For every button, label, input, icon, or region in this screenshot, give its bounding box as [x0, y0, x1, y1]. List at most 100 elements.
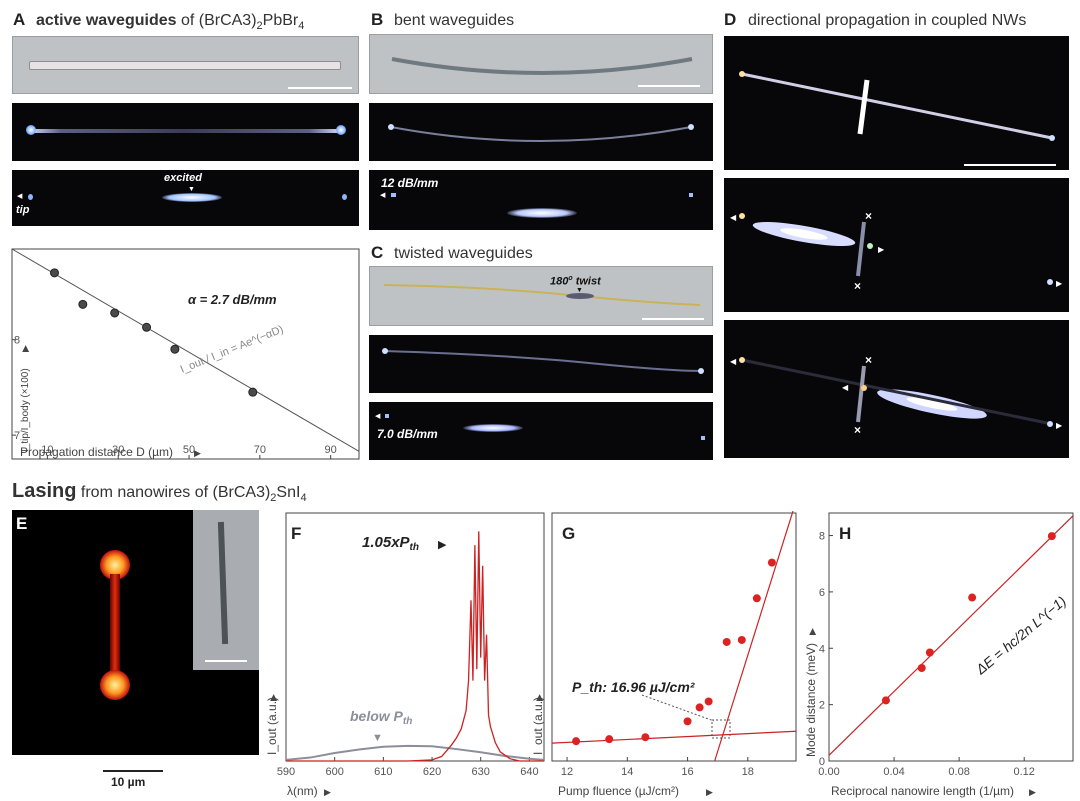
- y-tick-label: 7: [14, 430, 20, 442]
- panel-letter-b: B: [371, 10, 384, 29]
- x-tick-label: 0.08: [948, 766, 969, 778]
- svg-text:▶: ▶: [706, 787, 713, 797]
- panel-b-optical-image: [369, 34, 713, 94]
- panel-a-excited-image: excited ▼ ◀ tip: [12, 170, 359, 226]
- h-equation: ΔE = hc/2n L^(−1): [972, 593, 1069, 678]
- panel-g-plot: G 12 14 16 18 P_th: 16.96 µJ/cm² Pump fluen…: [531, 510, 797, 798]
- data-point: [917, 664, 926, 672]
- panel-b-title: bent waveguides: [394, 12, 515, 29]
- x-tick-label: 90: [325, 444, 337, 456]
- svg-text:▶: ▶: [438, 539, 447, 551]
- svg-text:×: ×: [854, 423, 861, 437]
- panel-f-plot: F 590 600 610 620 630 640 1.05xPth ▶ below Pt…: [265, 512, 545, 798]
- panel-letter-a: A: [13, 10, 26, 29]
- svg-text:▶: ▶: [324, 787, 331, 797]
- panel-a-title: active waveguides of (BrCA3)2PbBr4: [36, 12, 305, 33]
- a-xlabel: Propagation distance D (µm): [20, 445, 173, 459]
- data-point: [248, 387, 258, 397]
- panel-h-plot: H 0.00 0.04 0.08 0.12 0 2 4 6 8 ΔE = hc/2n L^(−1…: [804, 512, 1074, 798]
- x-tick-label: 70: [254, 444, 266, 456]
- data-point: [641, 733, 650, 742]
- data-point: [1047, 532, 1056, 541]
- above-threshold-spectrum: [286, 531, 544, 762]
- x-tick-label: 0.12: [1013, 766, 1034, 778]
- c-loss-label: 7.0 dB/mm: [377, 427, 438, 441]
- y-tick-label: 8: [819, 531, 825, 543]
- x-tick-label: 10: [41, 444, 53, 456]
- g-xlabel: Pump fluence (µJ/cm²): [558, 784, 679, 798]
- data-point: [110, 308, 120, 318]
- a-ylabel: I_tip/I_body (×100): [20, 368, 31, 452]
- g-ylabel: I_out (a.u.): [531, 697, 545, 755]
- x-tick-label: 12: [561, 766, 573, 778]
- panel-b-pl-image: [369, 103, 713, 161]
- data-point: [683, 717, 692, 726]
- svg-text:×: ×: [854, 279, 861, 293]
- y-tick-label: 0: [819, 756, 825, 768]
- data-point: [142, 322, 152, 332]
- twist-label: 180o twist: [550, 275, 601, 288]
- svg-text:▶: ▶: [194, 448, 201, 458]
- alpha-annotation: α = 2.7 dB/mm: [188, 292, 277, 307]
- svg-text:▶: ▶: [1029, 787, 1036, 797]
- data-point: [737, 635, 746, 644]
- x-tick-label: 16: [681, 766, 693, 778]
- tip-label: tip: [16, 204, 30, 216]
- panel-a-plot: 10 30 50 70 90 7 8 α = 2.7 dB/mm I_out / I_in …: [11, 248, 360, 460]
- below-threshold-label: below Pth: [350, 708, 412, 727]
- svg-text:▼: ▼: [372, 732, 383, 744]
- e-scalebar-label: 10 µm: [111, 775, 146, 789]
- plot-frame: [551, 512, 797, 762]
- y-tick-label: 8: [14, 335, 20, 347]
- svg-text:▶: ▶: [1056, 279, 1063, 288]
- panel-c-optical-image: 180o twist ▼: [369, 266, 713, 326]
- fit-line: [11, 248, 360, 452]
- x-tick-label: 50: [183, 444, 195, 456]
- svg-text:×: ×: [865, 209, 872, 223]
- excited-label: excited: [164, 172, 202, 184]
- panel-a-optical-image: [12, 36, 359, 94]
- f-xlabel: λ(nm): [287, 784, 318, 798]
- panel-b-excited-image: 12 dB/mm ◀: [369, 170, 713, 230]
- panel-e-lasing-image: E: [12, 510, 259, 755]
- y-tick-label: 2: [819, 700, 825, 712]
- data-point: [881, 696, 890, 705]
- data-point: [968, 593, 977, 602]
- data-point: [925, 648, 934, 657]
- panel-letter-e: E: [16, 514, 28, 533]
- x-tick-label: 0.04: [883, 766, 904, 778]
- panel-letter-g: G: [562, 524, 575, 543]
- svg-text:▶: ▶: [878, 245, 885, 254]
- data-point: [170, 344, 180, 354]
- y-tick-label: 4: [819, 643, 825, 655]
- x-tick-label: 620: [423, 766, 441, 778]
- data-point: [572, 737, 581, 746]
- h-ylabel: Mode distance (meV): [804, 643, 818, 757]
- panel-d-bottom-image: × × ◀ ◀ ▶: [724, 320, 1069, 458]
- svg-text:◀: ◀: [842, 383, 849, 392]
- below-threshold-fit: [551, 730, 797, 744]
- x-tick-label: 18: [742, 766, 754, 778]
- threshold-box: [711, 719, 731, 739]
- svg-text:◀: ◀: [730, 213, 737, 222]
- panel-letter-h: H: [839, 524, 851, 543]
- data-point: [704, 697, 713, 706]
- panel-d-title: directional propagation in coupled NWs: [748, 12, 1027, 29]
- above-threshold-fit: [714, 510, 794, 762]
- x-tick-label: 0.00: [818, 766, 839, 778]
- x-tick-label: 30: [112, 444, 124, 456]
- data-point: [752, 594, 761, 603]
- panel-c-title: twisted waveguides: [394, 245, 533, 262]
- svg-text:×: ×: [865, 353, 872, 367]
- y-tick-label: 6: [819, 587, 825, 599]
- x-tick-label: 14: [621, 766, 633, 778]
- panel-letter-c: C: [371, 243, 384, 262]
- svg-text:▶: ▶: [1056, 421, 1063, 430]
- svg-text:▶: ▶: [268, 694, 278, 701]
- x-tick-label: 640: [520, 766, 538, 778]
- panel-e-inset: [193, 510, 259, 670]
- data-point: [78, 299, 88, 309]
- svg-text:▶: ▶: [534, 694, 544, 701]
- panel-d-top-image: [724, 36, 1069, 170]
- x-tick-label: 630: [472, 766, 490, 778]
